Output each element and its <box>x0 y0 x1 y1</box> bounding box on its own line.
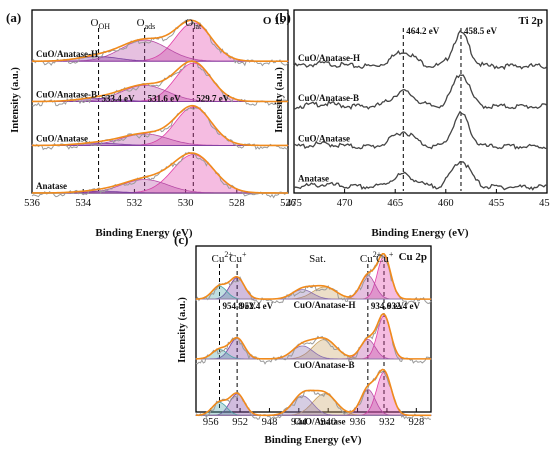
x-tick-label: 534 <box>75 198 92 209</box>
x-tick-label: 536 <box>24 198 40 209</box>
spectrum-line <box>294 31 547 69</box>
series-name: CuO/Anatase-H <box>294 300 356 310</box>
chart-title: Ti 2p <box>518 15 543 27</box>
chart-title: Cu 2p <box>399 251 427 263</box>
series-name: CuO/Anatase-B <box>294 360 355 370</box>
spectrum-line <box>294 75 547 109</box>
series-name: CuO/Anatase-H <box>36 49 98 59</box>
y-axis-label: Intensity (a.u.) <box>177 297 188 363</box>
peak-label: Cu+ <box>229 250 247 265</box>
series-name: CuO/Anatase-H <box>298 53 360 63</box>
series-name: Anatase <box>298 174 329 184</box>
x-axis-label: Binding Energy (eV) <box>371 227 469 239</box>
y-axis-label: Intensity (a.u.) <box>274 67 285 133</box>
peak-label: Olat <box>185 17 202 31</box>
spectrum-line <box>294 162 547 190</box>
series-name: CuO/Anatase <box>298 133 350 143</box>
peak-label: OOH <box>91 17 111 31</box>
energy-annotation: 464.2 eV <box>406 26 439 36</box>
panel-label: (b) <box>275 10 291 25</box>
panel-label: (c) <box>174 232 188 247</box>
series-name: CuO/Anatase <box>294 416 346 426</box>
plot-frame <box>196 246 431 412</box>
x-tick-label: 470 <box>337 198 353 209</box>
peak-label-main: Cu <box>376 253 389 265</box>
peak-label: Oads <box>137 17 156 31</box>
peak-label-main: O <box>137 17 145 29</box>
peak-label-main: Cu <box>229 253 242 265</box>
y-axis-label: Intensity (a.u.) <box>10 67 21 133</box>
x-tick-label: 460 <box>438 198 454 209</box>
peak-label-sup: + <box>242 250 247 259</box>
x-tick-label: 450 <box>539 198 550 209</box>
x-tick-label: 928 <box>408 417 424 428</box>
energy-annotation: 458.5 eV <box>464 26 497 36</box>
peak-label-main: O <box>185 17 193 29</box>
series-name: CuO/Anatase <box>36 133 88 143</box>
peak-label-sup: + <box>389 250 394 259</box>
peak-label: Sat. <box>309 253 326 265</box>
peak-label-main: O <box>91 17 99 29</box>
energy-annotation: 529.7 eV <box>196 94 229 104</box>
peak-label-main: Cu <box>212 253 225 265</box>
x-tick-label: 528 <box>229 198 245 209</box>
panel-b: (b) Ti 2p 475 470 465 460 455 450 Binding Energy… <box>274 10 550 239</box>
x-tick-label: 952 <box>232 417 248 428</box>
energy-annotation: 533.4 eV <box>102 94 135 104</box>
x-tick-label: 530 <box>178 198 194 209</box>
series-name: CuO/Anatase-B <box>298 93 359 103</box>
x-tick-label: 455 <box>489 198 505 209</box>
x-tick-label: 475 <box>286 198 302 209</box>
peak-label-main: Cu <box>360 253 373 265</box>
energy-annotation: 531.6 eV <box>148 94 181 104</box>
series-name: Anatase <box>36 181 67 191</box>
x-tick-label: 948 <box>262 417 278 428</box>
peak-label: Cu+ <box>376 250 394 265</box>
x-tick-label: 936 <box>350 417 366 428</box>
x-tick-label: 956 <box>203 417 219 428</box>
panel-label: (a) <box>6 10 21 25</box>
x-tick-label: 532 <box>127 198 143 209</box>
peak-label-sub: lat <box>193 22 202 31</box>
x-axis-label: Binding Energy (eV) <box>264 434 362 446</box>
x-tick-label: 465 <box>387 198 403 209</box>
peak-label-sub: ads <box>145 22 156 31</box>
series-name: CuO/Anatase-B <box>36 90 97 100</box>
x-tick-label: 932 <box>379 417 395 428</box>
peak-label-main: Sat. <box>309 253 326 265</box>
energy-annotation: 952.4 eV <box>240 301 273 311</box>
energy-annotation: 932.4 eV <box>387 301 420 311</box>
peak-label-sub: OH <box>99 22 111 31</box>
